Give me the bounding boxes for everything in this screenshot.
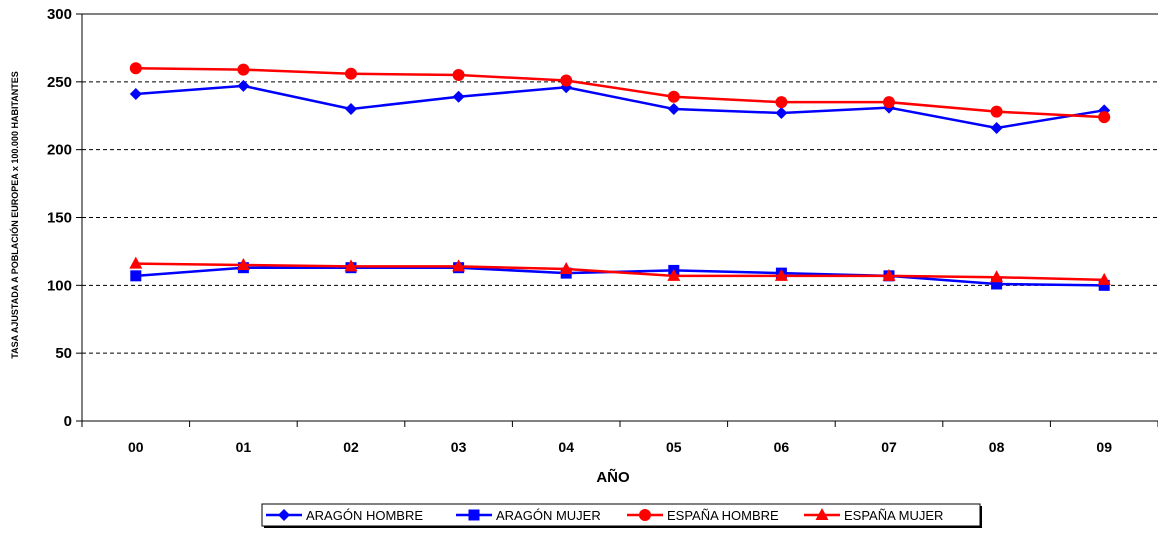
- data-point: [1098, 111, 1111, 124]
- legend: ARAGÓN HOMBRE ARAGÓN MUJER ESPAÑA HOMBRE ES…: [261, 503, 982, 528]
- data-point: [991, 278, 1003, 290]
- series-line: [135, 262, 1105, 282]
- legend-marker: [278, 509, 290, 521]
- y-axis-title: TASA AJUSTADA A POBLACIÓN EUROPEA x 100.…: [9, 71, 20, 359]
- y-tick-label: 200: [47, 142, 72, 159]
- data-point: [775, 96, 788, 109]
- x-axis-title: AÑO: [596, 468, 630, 486]
- legend-box: [261, 503, 981, 527]
- data-point: [130, 270, 142, 282]
- legend-marker: [815, 508, 829, 520]
- data-point: [345, 67, 357, 80]
- x-tick-label: 05: [666, 439, 682, 455]
- x-tick-label: 06: [774, 439, 790, 455]
- legend-label: ARAGÓN MUJER: [496, 508, 601, 523]
- x-axis-ticks: 00 01 02 03 04 05 06 07 08 09: [81, 421, 1158, 455]
- data-point: [236, 257, 250, 270]
- data-point: [1097, 272, 1111, 285]
- series-line: [135, 67, 1105, 119]
- legend-marker: [639, 509, 651, 521]
- data-point: [452, 259, 466, 272]
- legend-label: ESPAÑA MUJER: [844, 508, 943, 523]
- legend-item: ARAGÓN HOMBRE: [266, 508, 423, 523]
- y-tick-label: 100: [47, 277, 72, 294]
- legend-item: ESPAÑA HOMBRE: [627, 508, 779, 523]
- data-point: [1098, 279, 1110, 291]
- data-point: [882, 268, 896, 281]
- data-point: [774, 268, 788, 281]
- data-point: [344, 259, 358, 272]
- data-point: [129, 88, 142, 101]
- data-point: [237, 79, 250, 92]
- data-point: [990, 270, 1004, 283]
- legend-item: ESPAÑA MUJER: [804, 508, 943, 523]
- data-point: [452, 69, 465, 82]
- data-point: [775, 107, 788, 120]
- x-tick-label: 01: [236, 439, 252, 455]
- legend-label: ARAGÓN HOMBRE: [306, 508, 423, 523]
- x-tick-label: 04: [558, 439, 574, 455]
- data-point: [129, 62, 142, 75]
- x-tick-label: 02: [343, 439, 359, 455]
- legend-label: ESPAÑA HOMBRE: [667, 508, 779, 523]
- data-point: [990, 105, 1003, 118]
- data-point: [452, 90, 465, 103]
- data-point: [560, 74, 573, 87]
- y-tick-label: 50: [55, 345, 72, 362]
- x-tick-label: 03: [451, 439, 467, 455]
- data-point: [990, 121, 1003, 134]
- grid-lines: [82, 13, 1158, 354]
- x-tick-label: 08: [989, 439, 1005, 455]
- y-tick-label: 250: [47, 74, 72, 91]
- data-point: [129, 256, 143, 269]
- y-axis-ticks: 0 50 100 150 200 250 300: [47, 6, 82, 430]
- data-point: [345, 102, 357, 115]
- data-point: [237, 63, 250, 76]
- y-tick-label: 150: [47, 210, 72, 227]
- series-line: [135, 84, 1105, 130]
- data-point: [667, 90, 680, 103]
- legend-item: ARAGÓN MUJER: [456, 508, 601, 523]
- y-tick-label: 0: [64, 413, 72, 430]
- y-tick-label: 300: [47, 6, 72, 23]
- x-tick-label: 09: [1096, 439, 1112, 455]
- data-point: [559, 262, 573, 275]
- data-point: [667, 268, 681, 281]
- x-tick-label: 00: [128, 439, 144, 455]
- series-espa-a-mujer: [129, 256, 1111, 285]
- data-point: [883, 96, 895, 109]
- data-point: [667, 102, 680, 115]
- legend-marker: [468, 509, 480, 521]
- series-espa-a-hombre: [129, 62, 1111, 124]
- x-tick-label: 07: [881, 439, 897, 455]
- series-lines: [129, 62, 1111, 291]
